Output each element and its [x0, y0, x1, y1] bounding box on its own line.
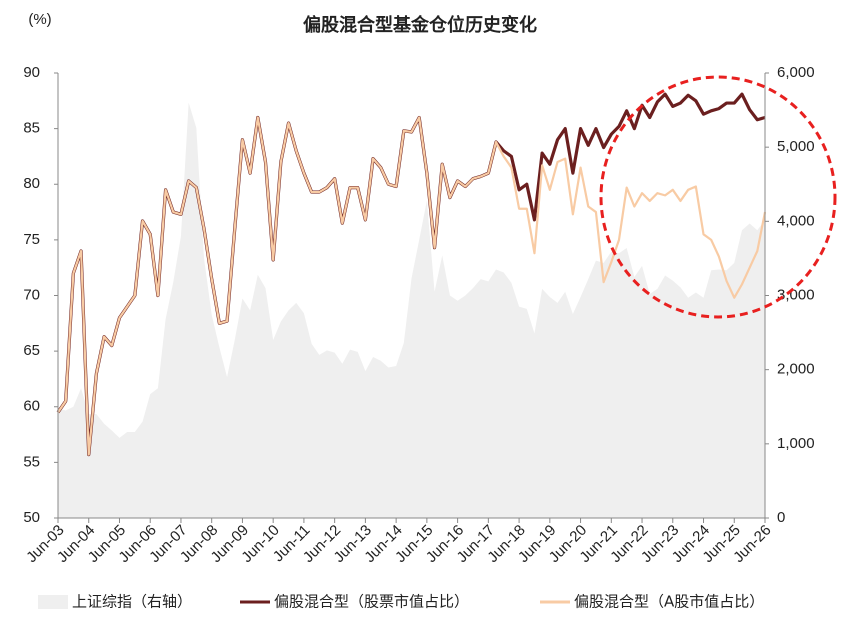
y-axis-label: (%): [28, 11, 51, 28]
area-series: [58, 102, 765, 519]
y-tick-label: 80: [23, 175, 40, 192]
y2-tick-label: 2,000: [777, 361, 815, 378]
y2-tick-label: 0: [777, 509, 785, 526]
y2-tick-label: 4,000: [777, 212, 815, 229]
y2-tick-label: 1,000: [777, 435, 815, 452]
legend-label: 偏股混合型（A股市值占比）: [574, 593, 764, 611]
line-series: [57, 116, 767, 456]
highlight-circle: [599, 75, 837, 319]
y-tick-label: 75: [23, 231, 40, 248]
y-tick-label: 65: [23, 342, 40, 359]
y-tick-label: 50: [23, 509, 40, 526]
y-tick-label: 60: [23, 398, 40, 415]
legend-swatch: [38, 595, 68, 609]
legend: 上证综指（右轴） 偏股混合型（股票市值占比） 偏股混合型（A股市值占比）: [38, 593, 764, 611]
chart-title: 偏股混合型基金仓位历史变化: [303, 14, 537, 36]
y2-tick-label: 3,000: [777, 286, 815, 303]
legend-label: 偏股混合型（股票市值占比）: [274, 593, 469, 611]
y2-tick-label: 5,000: [777, 138, 815, 155]
y-tick-label: 90: [23, 64, 40, 81]
y2-tick-label: 6,000: [777, 64, 815, 81]
legend-label: 上证综指（右轴）: [72, 593, 192, 611]
y-tick-label: 85: [23, 120, 40, 137]
y-tick-label: 70: [23, 286, 40, 303]
y-tick-label: 55: [23, 453, 40, 470]
